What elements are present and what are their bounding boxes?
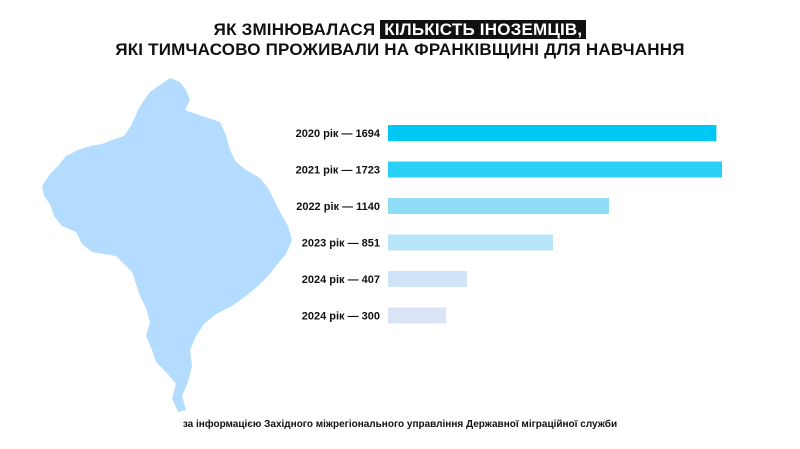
bar-label: 2020 рік — 1694: [296, 128, 381, 140]
bar: [388, 125, 717, 141]
bar: [388, 198, 609, 214]
bar-label: 2021 рік — 1723: [296, 165, 380, 177]
bar-label: 2022 рік — 1140: [296, 201, 380, 213]
title-text: ЯК ЗМІНЮВАЛАСЯ: [213, 20, 376, 39]
source-note: за інформацією Західного міжрегіональног…: [182, 419, 618, 430]
title-line-2: ЯКІ ТИМЧАСОВО ПРОЖИВАЛИ НА ФРАНКІВЩИНІ Д…: [115, 40, 685, 59]
bar-label: 2023 рік — 851: [302, 238, 380, 250]
title-highlight: КІЛЬКІСТЬ ІНОЗЕМЦІВ,: [380, 20, 587, 39]
bar: [388, 161, 722, 178]
chart-title: ЯК ЗМІНЮВАЛАСЯ КІЛЬКІСТЬ ІНОЗЕМЦІВ, ЯКІ …: [0, 20, 800, 60]
region-map-shape: [42, 78, 292, 412]
title-line-1: ЯК ЗМІНЮВАЛАСЯ КІЛЬКІСТЬ ІНОЗЕМЦІВ,: [0, 20, 800, 40]
bar-label: 2024 рік — 407: [302, 274, 380, 286]
bar: [388, 307, 447, 324]
bar: [388, 271, 467, 287]
bar: [388, 234, 553, 251]
bar-label: 2024 рік — 300: [302, 311, 380, 323]
